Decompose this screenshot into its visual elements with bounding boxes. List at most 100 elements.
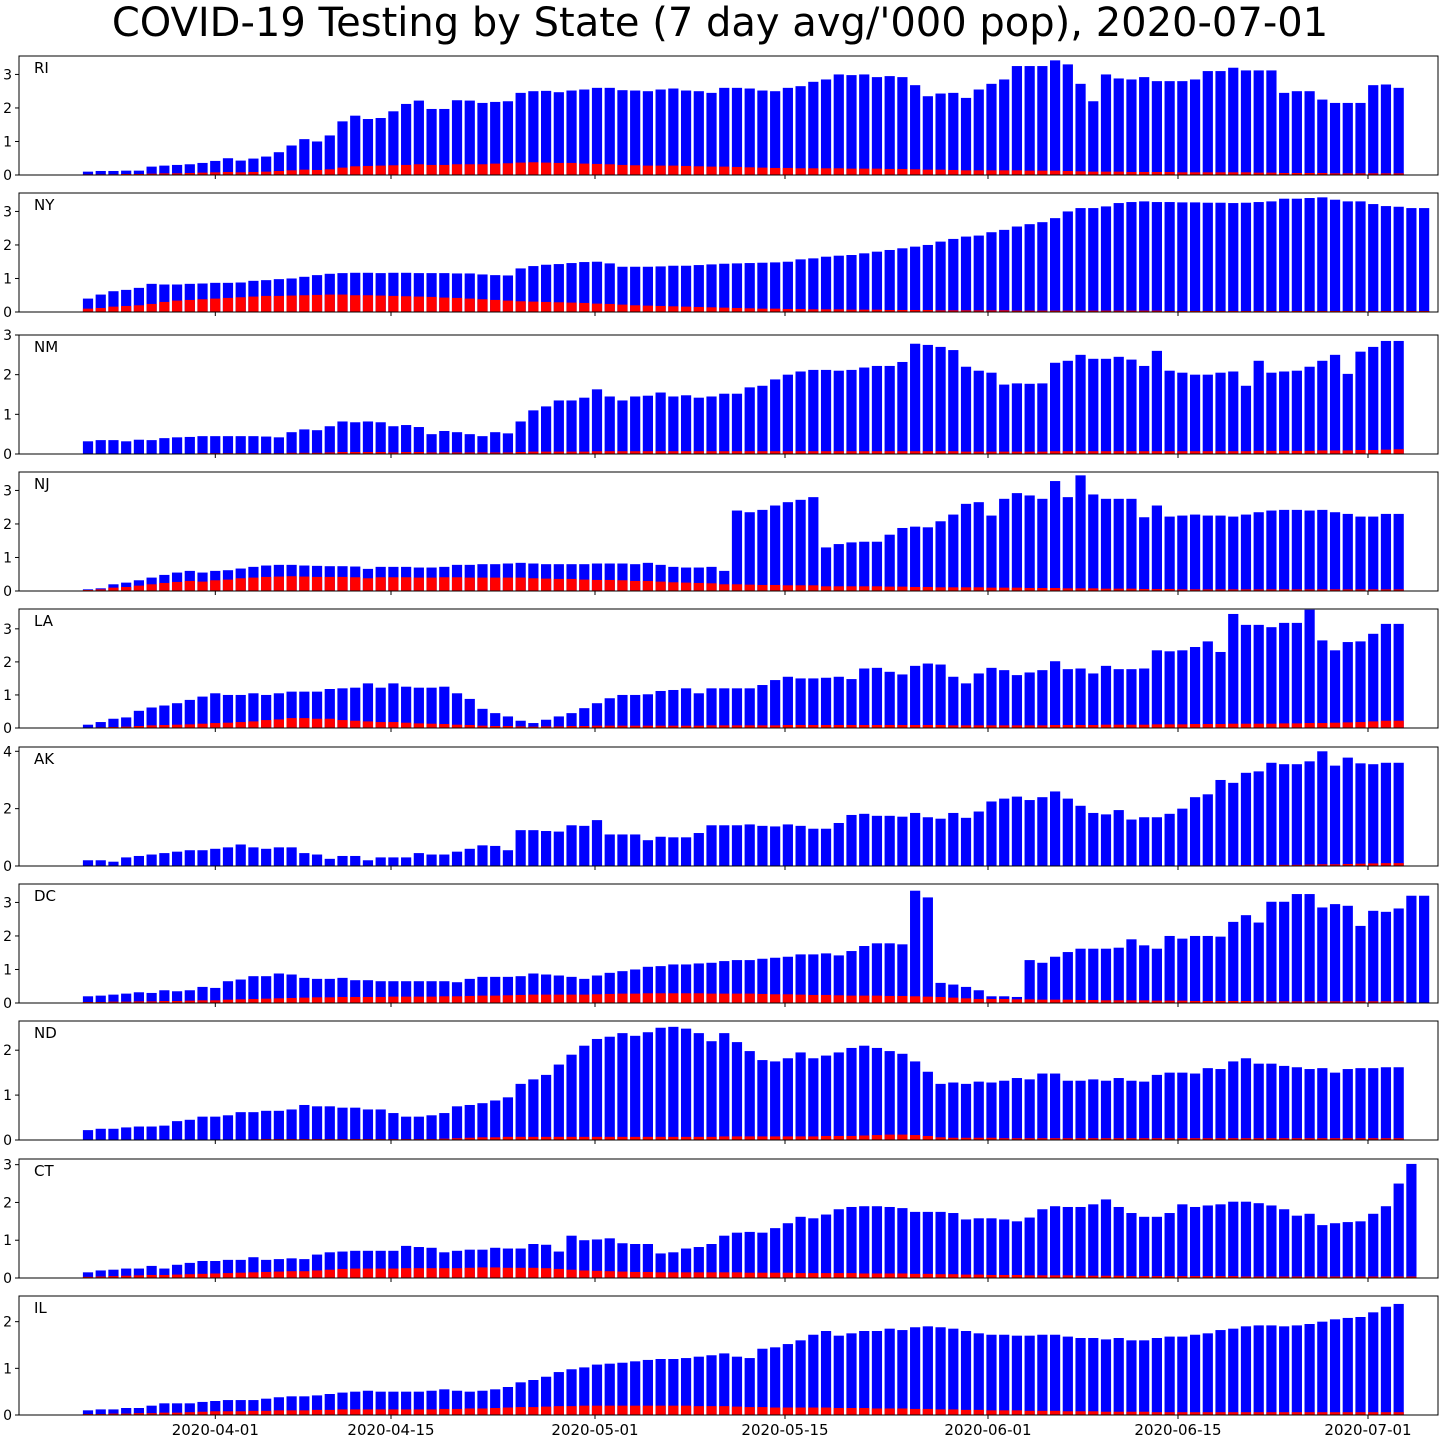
- tests-bar: [197, 1117, 207, 1140]
- positives-bar: [465, 996, 475, 1003]
- tests-bar: [1037, 670, 1047, 728]
- positives-bar: [999, 1410, 1009, 1415]
- tests-bar: [1368, 85, 1378, 175]
- tests-bar: [1152, 817, 1162, 866]
- positives-bar: [770, 1136, 780, 1140]
- positives-bar: [401, 1268, 411, 1278]
- positives-bar: [554, 995, 564, 1003]
- positives-bar: [732, 1407, 742, 1415]
- y-tick-label: 2: [3, 517, 12, 533]
- tests-bar: [1254, 361, 1264, 454]
- positives-bar: [439, 165, 449, 175]
- positives-bar: [566, 1406, 576, 1415]
- positives-bar: [1114, 172, 1124, 175]
- positives-bar: [388, 165, 398, 175]
- tests-bar: [1228, 1202, 1238, 1278]
- tests-bar: [401, 687, 411, 728]
- positives-bar: [1050, 1000, 1060, 1003]
- positives-bar: [388, 722, 398, 728]
- tests-bar: [643, 1032, 653, 1140]
- y-tick-label: 3: [3, 204, 12, 220]
- y-tick-label: 1: [3, 962, 12, 978]
- positives-bar: [846, 1273, 856, 1278]
- tests-bar: [859, 368, 869, 454]
- tests-bar: [1279, 623, 1289, 728]
- tests-bar: [261, 849, 271, 866]
- tests-bar: [897, 1330, 907, 1415]
- tests-bar: [783, 1223, 793, 1278]
- positives-bar: [757, 994, 767, 1003]
- positives-bar: [923, 1409, 933, 1415]
- tests-bar: [935, 1212, 945, 1278]
- tests-bar: [541, 91, 551, 175]
- positives-bar: [885, 587, 895, 591]
- tests-bar: [719, 825, 729, 866]
- positives-bar: [834, 995, 844, 1003]
- tests-bar: [1355, 1068, 1365, 1140]
- positives-bar: [554, 163, 564, 175]
- tests-bar: [159, 438, 169, 454]
- positives-bar: [1088, 172, 1098, 175]
- tests-bar: [1406, 1164, 1416, 1278]
- tests-bar: [834, 677, 844, 728]
- tests-bar: [541, 406, 551, 454]
- tests-bar: [885, 1051, 895, 1140]
- positives-bar: [1050, 1411, 1060, 1415]
- positives-bar: [1241, 724, 1251, 728]
- tests-bar: [96, 860, 106, 866]
- positives-bar: [592, 164, 602, 175]
- tests-bar: [617, 400, 627, 454]
- tests-bar: [656, 393, 666, 454]
- tests-bar: [1241, 625, 1251, 728]
- tests-bar: [1355, 641, 1365, 728]
- positives-bar: [846, 169, 856, 175]
- positives-bar: [885, 1273, 895, 1278]
- tests-bar: [872, 77, 882, 175]
- tests-bar: [694, 693, 704, 728]
- tests-bar: [452, 100, 462, 175]
- tests-bar: [452, 852, 462, 866]
- tests-bar: [846, 1207, 856, 1278]
- tests-bar: [1381, 341, 1391, 454]
- tests-bar: [1063, 211, 1073, 312]
- positives-bar: [477, 578, 487, 591]
- positives-bar: [808, 1273, 818, 1278]
- tests-bar: [923, 664, 933, 728]
- positives-bar: [414, 164, 424, 175]
- positives-bar: [694, 1406, 704, 1415]
- tests-bar: [808, 829, 818, 866]
- tests-bar: [274, 1111, 284, 1140]
- positives-bar: [554, 1406, 564, 1415]
- positives-bar: [452, 298, 462, 312]
- tests-bar: [414, 688, 424, 728]
- positives-bar: [948, 170, 958, 175]
- tests-bar: [757, 510, 767, 591]
- tests-bar: [1215, 1069, 1225, 1140]
- tests-bar: [617, 695, 627, 728]
- positives-bar: [388, 1269, 398, 1278]
- tests-bar: [821, 1215, 831, 1278]
- tests-bar: [1330, 904, 1340, 1003]
- tests-bar: [299, 1105, 309, 1140]
- tests-bar: [808, 678, 818, 728]
- positives-bar: [516, 301, 526, 312]
- positives-bar: [452, 577, 462, 591]
- tests-bar: [999, 230, 1009, 312]
- tests-bar: [1139, 1082, 1149, 1140]
- x-tick-label: 2020-07-01: [1324, 1421, 1411, 1439]
- tests-bar: [1088, 673, 1098, 728]
- positives-bar: [83, 309, 93, 312]
- tests-bar: [1292, 91, 1302, 175]
- tests-bar: [197, 436, 207, 454]
- tests-bar: [1330, 355, 1340, 454]
- positives-bar: [1152, 724, 1162, 728]
- tests-bar: [910, 85, 920, 175]
- tests-bar: [1203, 1068, 1213, 1140]
- tests-bar: [885, 366, 895, 454]
- tests-bar: [108, 862, 118, 866]
- tests-bar: [1037, 963, 1047, 1003]
- tests-bar: [1317, 1322, 1327, 1415]
- y-tick-label: 2: [3, 368, 12, 384]
- tests-bar: [1075, 1081, 1085, 1140]
- positives-bar: [859, 1136, 869, 1140]
